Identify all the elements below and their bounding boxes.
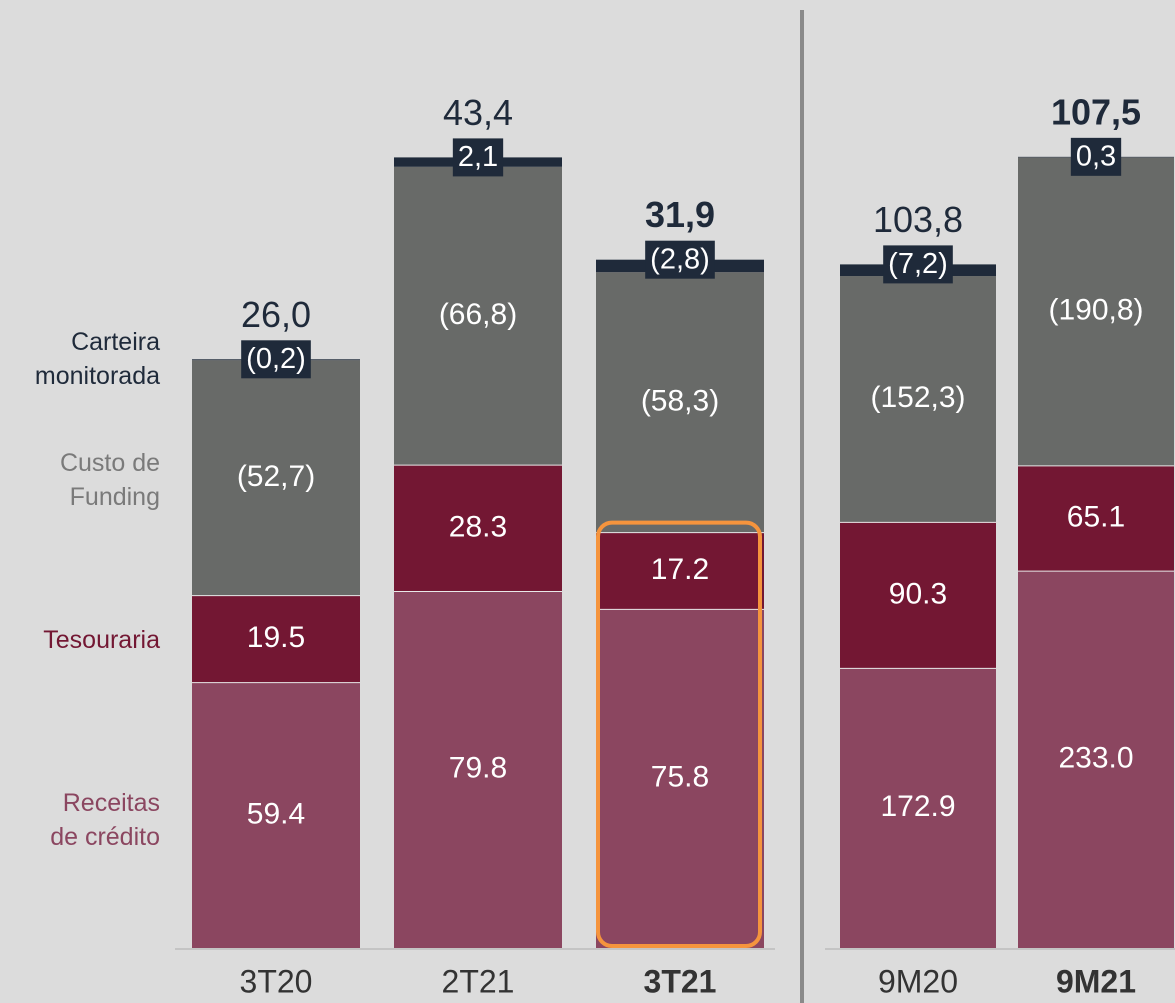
total-label: 26,0 — [241, 294, 311, 335]
x-tick-label: 9M20 — [878, 963, 958, 999]
x-tick-label: 3T21 — [644, 963, 717, 999]
segment-label: 79.8 — [449, 752, 507, 785]
total-label: 107,5 — [1051, 91, 1141, 132]
segment-label: (190,8) — [1048, 294, 1143, 327]
bar-segment — [840, 668, 996, 948]
legend-label: Custo de Funding — [59, 449, 160, 511]
segment-label: 233.0 — [1058, 742, 1133, 775]
bar-segment — [192, 682, 360, 948]
x-tick-label: 3T20 — [240, 963, 313, 999]
bar-segment — [1018, 571, 1174, 948]
bar-segment — [596, 609, 764, 948]
total-label: 103,8 — [873, 199, 963, 240]
legend-label: Tesouraria — [43, 626, 160, 654]
bar-segment — [394, 166, 562, 466]
segment-label: 90.3 — [889, 577, 947, 610]
segment-label: 19.5 — [247, 621, 305, 654]
bar-segment — [394, 591, 562, 948]
bar-segment — [192, 360, 360, 596]
segment-label: (66,8) — [439, 298, 517, 331]
bar-segment — [394, 465, 562, 592]
segment-label: (52,7) — [237, 460, 315, 493]
bar-segment — [192, 595, 360, 683]
segment-label: (7,2) — [888, 248, 948, 280]
bar-segment — [1018, 157, 1174, 466]
total-label: 43,4 — [443, 92, 513, 133]
segment-label: (58,3) — [641, 384, 719, 417]
x-tick-label: 2T21 — [442, 963, 515, 999]
segment-label: 17.2 — [651, 553, 709, 586]
bar-segment — [596, 532, 764, 610]
legend-label: Receitas de crédito — [50, 789, 160, 851]
segment-label: (152,3) — [870, 381, 965, 414]
label-box — [241, 340, 311, 379]
segment-label: (2,8) — [650, 243, 710, 275]
segment-label: 59.4 — [247, 797, 305, 830]
segment-label: 172.9 — [880, 790, 955, 823]
label-box — [452, 138, 504, 177]
label-box — [883, 245, 953, 284]
segment-label: 65.1 — [1067, 500, 1125, 533]
segment-label: (0,2) — [246, 343, 306, 375]
bar-segment — [840, 522, 996, 669]
label-box — [645, 240, 715, 279]
bar-segment — [596, 272, 764, 533]
bar-segment — [840, 276, 996, 523]
highlight-outline — [596, 520, 762, 948]
segment-label: 28.3 — [449, 510, 507, 543]
segment-label: 75.8 — [651, 761, 709, 794]
segment-label: 0,3 — [1076, 141, 1116, 173]
segment-label: 2,1 — [458, 141, 498, 173]
label-box — [1070, 137, 1122, 176]
legend-label: Carteira monitorada — [34, 328, 160, 390]
total-label: 31,9 — [645, 194, 715, 235]
bar-segment — [1018, 465, 1174, 572]
x-tick-label: 9M21 — [1056, 963, 1136, 999]
